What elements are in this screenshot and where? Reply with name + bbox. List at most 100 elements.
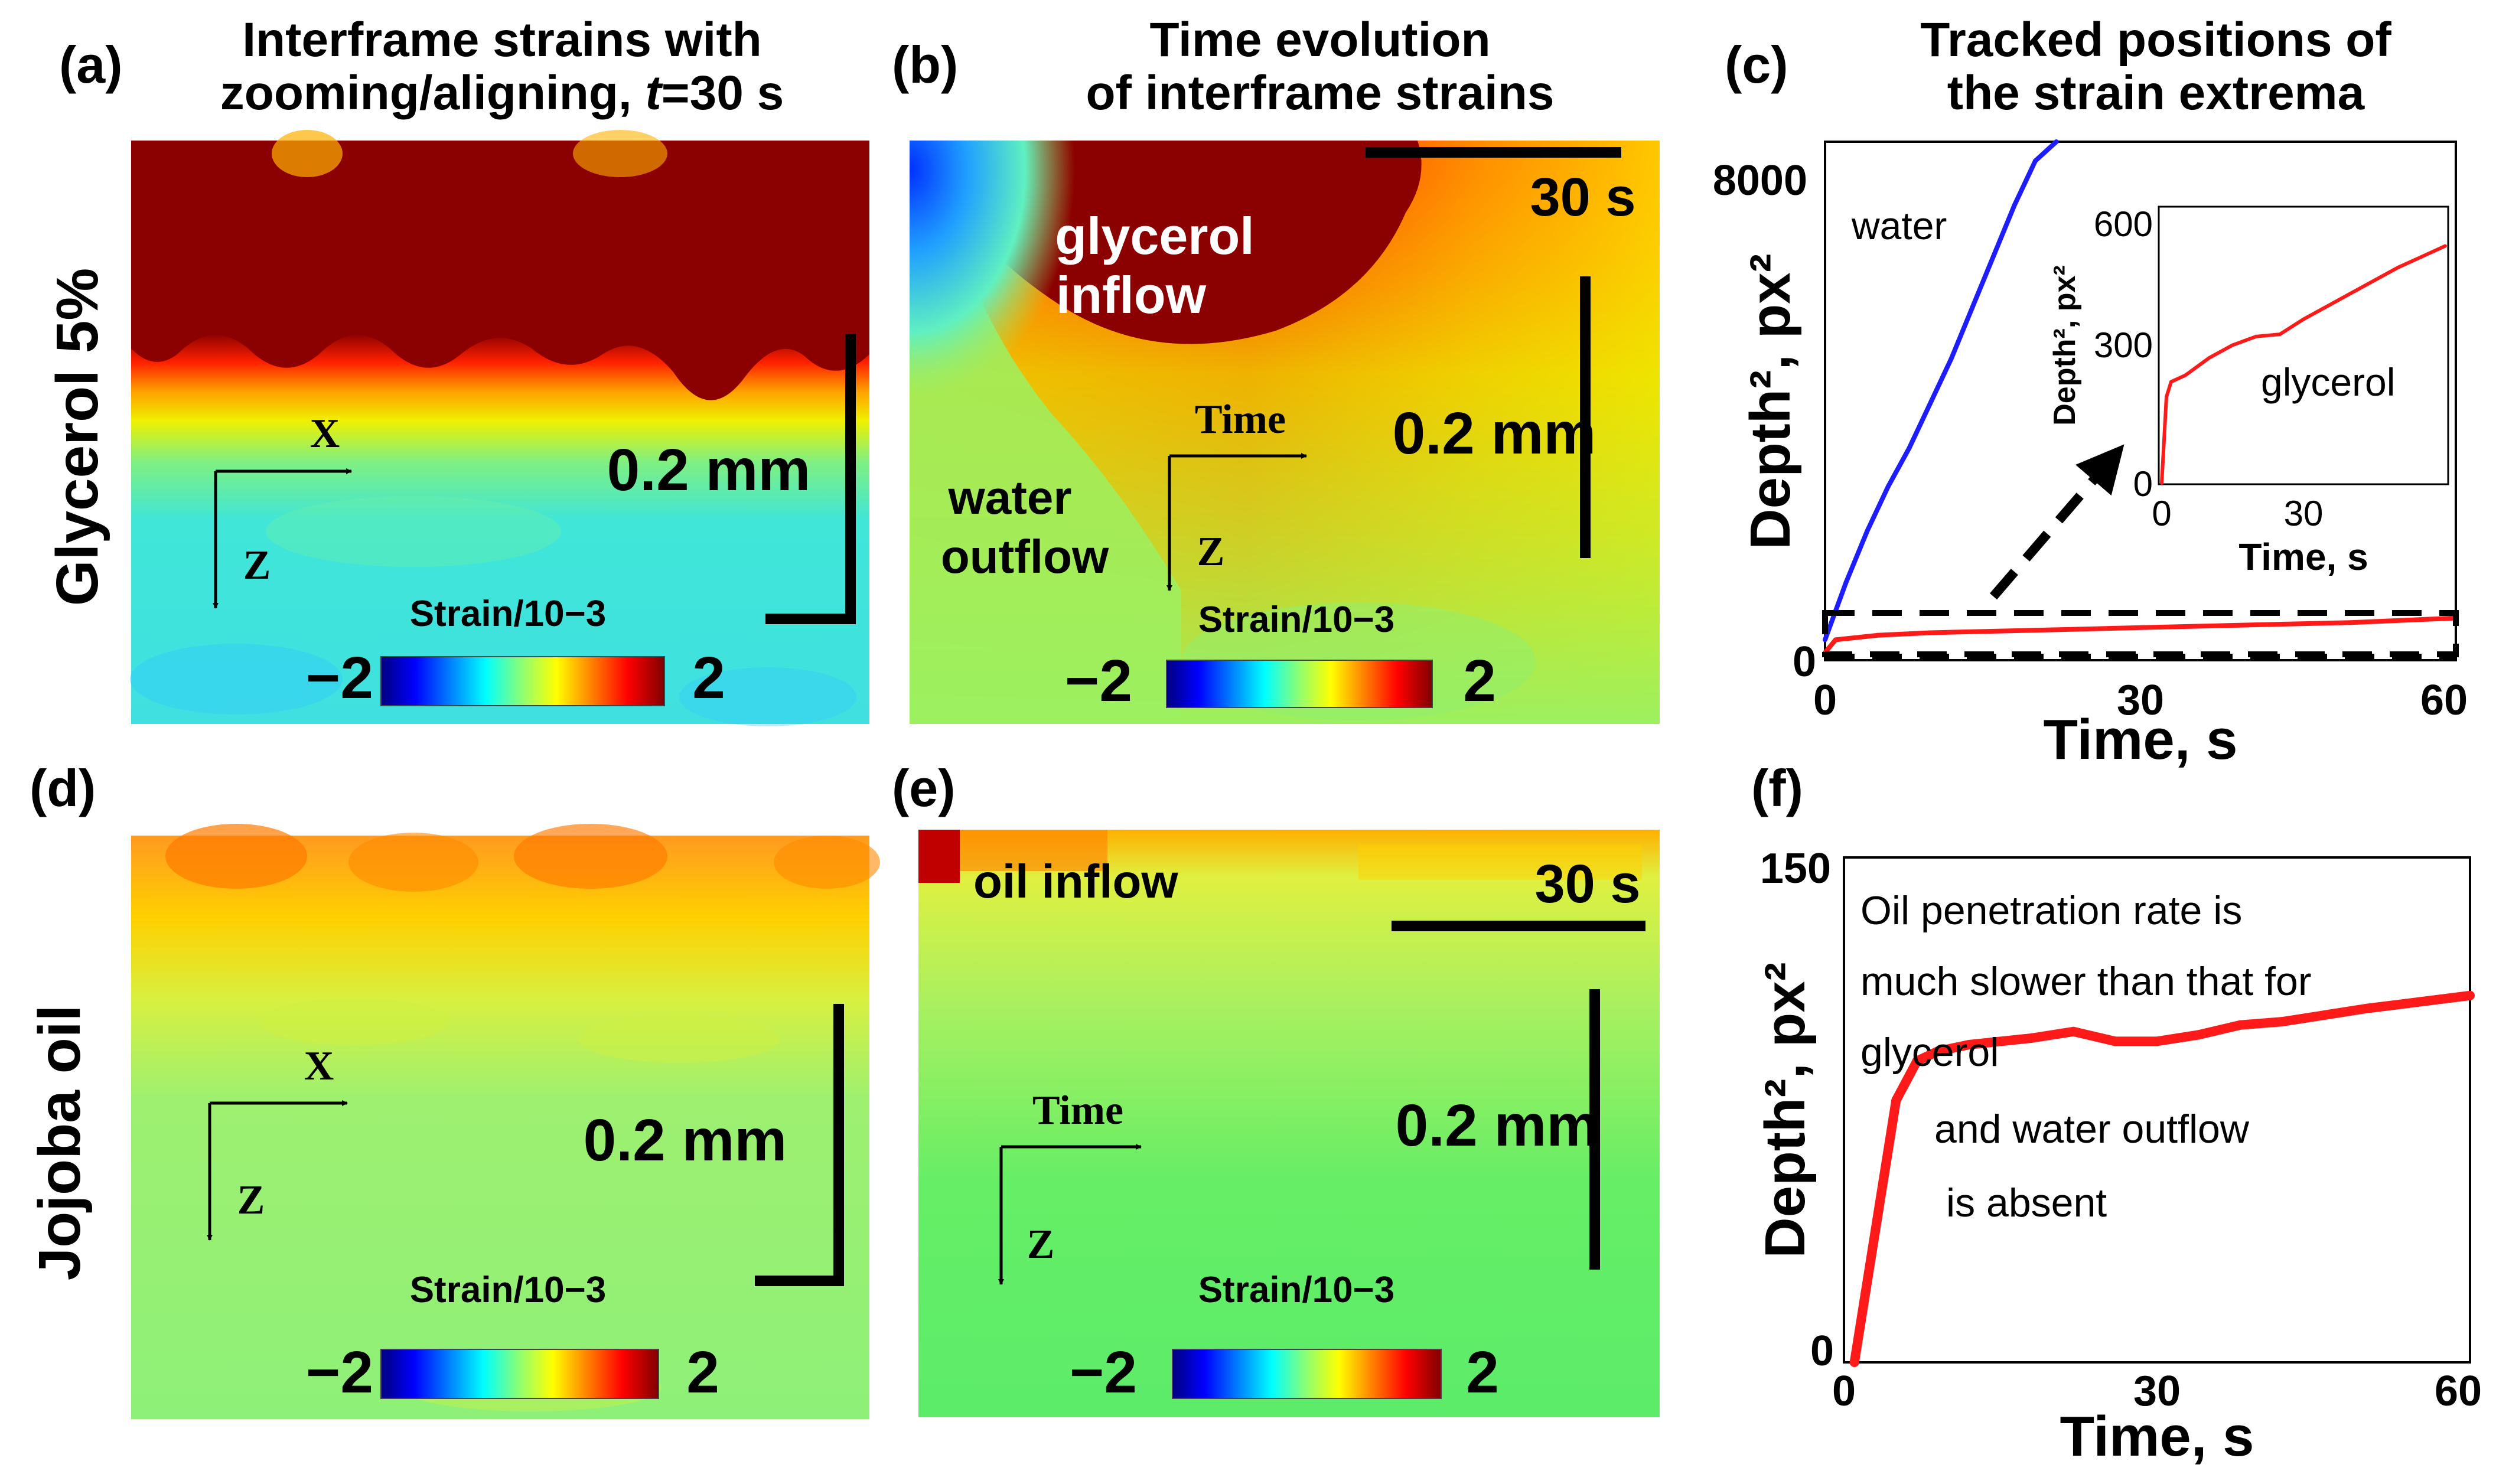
c-main-water-point xyxy=(1948,356,1954,361)
panel-f-ytick-bottom: 0 xyxy=(1810,1328,1834,1375)
f-oil-point xyxy=(2194,1030,2204,1040)
f-oil-point xyxy=(2465,990,2475,1000)
panel-c-inset-axes xyxy=(2158,206,2449,485)
c-inset-glycerol-point xyxy=(2184,373,2187,377)
panel-e-colorbar-max: 2 xyxy=(1466,1339,1499,1405)
panel-c-title-line2: the strain extrema xyxy=(1947,66,2365,120)
c-inset-glycerol-point xyxy=(2420,255,2423,259)
panel-b-colorbar-label: Strain/10−3 xyxy=(1198,599,1395,640)
panel-label-a: (a) xyxy=(59,35,123,94)
c-inset-glycerol-point xyxy=(2373,278,2376,282)
panel-a-scale-label: 0.2 mm xyxy=(607,437,811,503)
panel-a-title-line2: zooming/aligning, t=30 s xyxy=(220,66,784,120)
panel-b: (b) Time evolution of interframe strains… xyxy=(892,13,1660,724)
c-main-water-point xyxy=(2033,158,2038,164)
panel-c-axes xyxy=(1824,141,2457,661)
panel-c-xtick-1: 30 xyxy=(2117,677,2164,724)
panel-a: (a) Interframe strains with zooming/alig… xyxy=(59,13,869,726)
panel-e-colorbar xyxy=(1172,1349,1442,1399)
panel-b-time-scale-label: 30 s xyxy=(1530,167,1635,227)
panel-label-f: (f) xyxy=(1751,759,1803,817)
panel-c-legend-water: water xyxy=(1851,204,1947,247)
c-main-glycerol-point xyxy=(2348,620,2353,625)
panel-c-inset-ytick-bottom: 0 xyxy=(2133,464,2153,504)
panel-label-b: (b) xyxy=(892,35,958,94)
panel-b-axis-z: Z xyxy=(1197,529,1225,575)
c-inset-glycerol-point xyxy=(2207,356,2211,360)
panel-e-colorbar-min: −2 xyxy=(1070,1339,1137,1405)
panel-c-inset-xtick-0: 0 xyxy=(2152,494,2171,533)
panel-d-colorbar-min: −2 xyxy=(306,1339,373,1405)
panel-a-title-line1: Interframe strains with xyxy=(242,13,761,67)
panel-b-heatmap xyxy=(910,141,1660,724)
panel-c-ytick-bottom: 0 xyxy=(1793,638,1816,686)
c-main-water-point xyxy=(1928,401,1933,406)
panel-e-annotation-inflow: oil inflow xyxy=(973,855,1178,908)
c-inset-glycerol-point xyxy=(2165,395,2168,399)
f-oil-point xyxy=(2027,1033,2036,1043)
c-inset-glycerol-point xyxy=(2169,380,2173,384)
panel-c-xlabel: Time, s xyxy=(2043,708,2237,771)
c-main-series-glycerol-line xyxy=(1823,615,2456,654)
panel-d-axis-x: X xyxy=(304,1043,334,1089)
panel-c-inset-ylabel: Depth², px² xyxy=(2048,265,2082,426)
panel-b-scale-label: 0.2 mm xyxy=(1393,400,1596,467)
f-oil-point xyxy=(1964,1040,1974,1049)
c-main-glycerol-point xyxy=(2138,625,2143,630)
c-main-glycerol-point xyxy=(1833,637,1838,642)
panel-e-axis-time: Time xyxy=(1032,1088,1123,1133)
panel-d-heatmap xyxy=(131,824,880,1419)
c-main-glycerol-point xyxy=(1928,630,1933,635)
f-oil-point xyxy=(2152,1036,2162,1046)
panel-b-annotation-inflow-1: glycerol xyxy=(1055,207,1254,265)
panel-b-annotation-outflow-1: water xyxy=(948,471,1072,524)
c-main-water-point xyxy=(1843,580,1849,585)
panel-f-xtick-2: 60 xyxy=(2435,1368,2482,1415)
panel-a-colorbar xyxy=(380,656,665,706)
panel-f-ytick-top: 150 xyxy=(1760,845,1831,892)
panel-c: (c) Tracked positions of the strain extr… xyxy=(1713,13,2468,771)
panel-b-axis-time: Time xyxy=(1195,397,1286,442)
panel-d-colorbar-label: Strain/10−3 xyxy=(410,1270,607,1310)
c-main-water-point xyxy=(1823,637,1827,642)
panel-f-xtick-1: 30 xyxy=(2133,1368,2181,1415)
c-main-water-point xyxy=(1885,484,1891,489)
panel-a-colorbar-label: Strain/10−3 xyxy=(410,593,607,634)
panel-b-annotation-inflow-2: inflow xyxy=(1056,266,1207,324)
f-oil-point xyxy=(1912,1056,1922,1066)
panel-f-note-line4: and water outflow xyxy=(1934,1107,2250,1152)
panel-d-axis-z: Z xyxy=(237,1178,265,1223)
panel-e-colorbar-label: Strain/10−3 xyxy=(1198,1270,1395,1310)
panel-c-xtick-0: 0 xyxy=(1813,677,1837,724)
panel-f-axes xyxy=(1843,856,2471,1364)
panel-b-colorbar xyxy=(1166,660,1433,708)
panel-f-note-line5: is absent xyxy=(1946,1180,2107,1225)
panel-c-inset-plot xyxy=(2160,244,2447,485)
c-main-series-water-line xyxy=(1823,140,2058,641)
c-main-glycerol-point xyxy=(2243,622,2248,628)
f-oil-point xyxy=(1996,1036,2005,1046)
panel-e-scale-label: 0.2 mm xyxy=(1396,1092,1599,1159)
panel-c-inset-xtick-1: 30 xyxy=(2284,494,2324,533)
panel-c-xtick-2: 60 xyxy=(2420,677,2468,724)
panel-d-scale-label: 0.2 mm xyxy=(584,1107,787,1173)
panel-c-inset-legend-glycerol: glycerol xyxy=(2261,360,2395,404)
c-inset-glycerol-point xyxy=(2396,266,2400,269)
panel-b-title-line1: Time evolution xyxy=(1149,13,1490,67)
panel-b-title-line2: of interframe strains xyxy=(1086,66,1555,120)
c-main-water-point xyxy=(2012,203,2017,208)
panel-a-axis-z: Z xyxy=(243,543,271,588)
panel-f-note-line2: much slower than that for xyxy=(1860,959,2311,1004)
f-series-oil-line xyxy=(1849,990,2471,1364)
panel-a-axis-x: X xyxy=(310,411,340,456)
c-main-glycerol-point xyxy=(2033,628,2038,633)
panel-label-e: (e) xyxy=(892,759,956,817)
c-inset-glycerol-point xyxy=(2231,343,2234,347)
panel-b-colorbar-max: 2 xyxy=(1463,648,1496,714)
c-main-water-point xyxy=(1865,529,1870,534)
panel-a-heatmap xyxy=(130,130,869,726)
panel-f-note-line1: Oil penetration rate is xyxy=(1860,888,2242,933)
c-inset-glycerol-point xyxy=(2302,317,2305,321)
panel-b-annotation-outflow-2: outflow xyxy=(941,530,1109,583)
f-oil-point xyxy=(2110,1036,2120,1046)
